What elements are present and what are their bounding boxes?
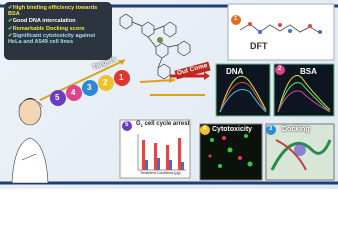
person-path bbox=[21, 153, 37, 161]
target-number: 4 bbox=[71, 88, 76, 97]
summary-point: Significant cytotoxicity against HeLa an… bbox=[8, 33, 110, 46]
cytotoxicity-panel-g-circle bbox=[244, 134, 248, 138]
bsa-panel-path bbox=[277, 75, 331, 113]
cytotoxicity-panel-g bbox=[210, 134, 253, 168]
outcome-arrow-path bbox=[204, 72, 210, 80]
dft-panel-g bbox=[258, 29, 322, 34]
target-balls-circle bbox=[114, 70, 130, 86]
docking-panel bbox=[265, 123, 335, 181]
dna-panel-path bbox=[219, 81, 267, 113]
summary-list: High binding efficiency towards BSA Good… bbox=[8, 5, 110, 47]
target-arrow-path bbox=[118, 60, 125, 65]
dft-panel-g-circle bbox=[278, 23, 282, 27]
cytotoxicity-panel-g-circle bbox=[208, 154, 212, 158]
cell-cycle-panel-g bbox=[145, 158, 184, 170]
target-balls bbox=[50, 70, 130, 106]
target-balls-circle bbox=[66, 85, 82, 101]
cell-cycle-panel-g-rect bbox=[145, 160, 148, 170]
summary-point: Remarkable Docking score bbox=[8, 26, 110, 33]
badges bbox=[122, 15, 285, 135]
badges-circle bbox=[266, 125, 276, 135]
cytotoxicity-panel-g-circle bbox=[210, 138, 214, 142]
dft-panel-g-circle bbox=[248, 22, 252, 26]
cytotoxicity-panel-g-circle bbox=[247, 161, 253, 167]
target-balls-circle bbox=[82, 80, 98, 96]
cell-cycle-title: G1 cell cycle arrest bbox=[136, 121, 190, 128]
bsa-panel-path bbox=[277, 82, 331, 113]
cytotoxicity-panel-g-circle bbox=[222, 136, 226, 140]
target-number: 2 bbox=[103, 78, 108, 87]
graphical-abstract: High binding efficiency towards BSA Good… bbox=[0, 0, 338, 189]
cell-cycle-panel-g bbox=[142, 138, 181, 170]
title-part: cell cycle arrest bbox=[142, 121, 190, 127]
target-balls-circle bbox=[50, 90, 66, 106]
target-number: 5 bbox=[55, 93, 60, 102]
dft-panel bbox=[227, 3, 335, 61]
cytotoxicity-panel bbox=[199, 123, 263, 181]
cytotoxicity-panel-g-circle bbox=[238, 156, 242, 160]
badges-circle bbox=[122, 121, 132, 131]
cell-cycle-panel-g-rect bbox=[142, 140, 145, 170]
molecule-path bbox=[147, 36, 191, 80]
cell-cycle-panel-g-rect bbox=[157, 158, 160, 170]
x-axis-label: Treatment Conditions (µg) bbox=[140, 171, 181, 175]
badges-circle bbox=[231, 15, 241, 25]
dna-label: DNA bbox=[226, 67, 244, 76]
docking-label: Docking bbox=[282, 126, 310, 133]
dna-panel-path bbox=[219, 89, 267, 113]
dft-panel-rect bbox=[227, 3, 335, 61]
badge-number: 5 bbox=[125, 122, 129, 128]
cell-cycle-panel-g-rect bbox=[166, 145, 169, 170]
docking-panel-circle bbox=[294, 144, 306, 156]
badge-number: 2 bbox=[278, 66, 282, 72]
docking-panel-path bbox=[270, 139, 332, 171]
badge-number: 3 bbox=[269, 126, 273, 132]
dft-panel-path bbox=[239, 23, 321, 34]
cell-cycle-panel-g-rect bbox=[181, 162, 184, 170]
cell-cycle-panel-g-rect bbox=[169, 160, 172, 170]
cytotoxicity-panel-g-circle bbox=[218, 164, 222, 168]
dft-panel-g bbox=[248, 22, 312, 28]
badge-number: 1 bbox=[234, 16, 238, 22]
person bbox=[11, 98, 49, 184]
target-balls-circle bbox=[98, 75, 114, 91]
dna-panel bbox=[215, 63, 271, 117]
docking-panel-path bbox=[275, 139, 307, 171]
molecule-path bbox=[119, 13, 177, 38]
dft-panel-g-circle bbox=[318, 30, 322, 34]
title-part: G bbox=[136, 121, 141, 127]
dft-panel-g-circle bbox=[258, 30, 262, 34]
cytotoxicity-panel-g bbox=[208, 136, 242, 160]
cytotoxicity-label: Cytotoxicity bbox=[212, 126, 253, 133]
badges-circle bbox=[200, 125, 210, 135]
bsa-panel-path bbox=[277, 90, 331, 113]
person-path bbox=[18, 98, 43, 108]
dft-label: DFT bbox=[250, 41, 268, 51]
dft-panel-g-circle bbox=[308, 24, 312, 28]
title-sub: 1 bbox=[140, 123, 143, 129]
dna-panel-path bbox=[219, 75, 267, 113]
summary-point: Good DNA intercalation bbox=[8, 18, 110, 25]
cytotoxicity-panel-g-circle bbox=[227, 147, 233, 153]
target-number: 1 bbox=[119, 73, 124, 82]
dft-panel-g-circle bbox=[288, 29, 292, 33]
molecule-circle bbox=[157, 37, 163, 43]
person-path bbox=[11, 137, 49, 184]
cell-cycle-panel bbox=[119, 119, 191, 179]
target-arrow-path bbox=[169, 77, 175, 83]
cell-cycle-panel-g-rect bbox=[178, 138, 181, 170]
molecule bbox=[119, 13, 191, 80]
cell-cycle-panel-g-rect bbox=[154, 143, 157, 170]
person-ellipse bbox=[18, 98, 42, 126]
summary-point: High binding efficiency towards BSA bbox=[8, 5, 110, 18]
badges-circle bbox=[275, 65, 285, 75]
badge-number: 4 bbox=[203, 126, 207, 132]
target-number: 3 bbox=[87, 83, 92, 92]
bsa-label: BSA bbox=[300, 67, 317, 76]
